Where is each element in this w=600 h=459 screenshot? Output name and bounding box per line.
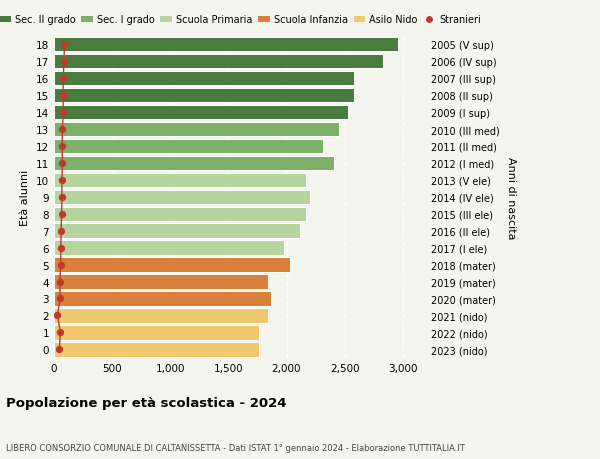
Point [55, 295, 65, 302]
Bar [54, 224, 301, 238]
Point [59, 58, 68, 66]
Bar [54, 190, 310, 205]
Point [57, 211, 67, 218]
Bar [54, 275, 268, 289]
Point [59, 75, 68, 83]
Bar [54, 140, 323, 154]
Point [55, 346, 64, 353]
Point [56, 261, 65, 269]
Bar [54, 325, 259, 340]
Point [58, 126, 67, 134]
Bar [54, 123, 339, 137]
Bar [54, 207, 306, 221]
Bar [54, 241, 284, 255]
Bar [54, 258, 290, 272]
Y-axis label: Età alunni: Età alunni [20, 169, 31, 225]
Point [55, 278, 65, 285]
Bar [54, 157, 334, 171]
Point [59, 41, 69, 49]
Text: Popolazione per età scolastica - 2024: Popolazione per età scolastica - 2024 [6, 396, 287, 409]
Bar [54, 342, 259, 357]
Point [57, 177, 67, 184]
Bar [54, 173, 306, 188]
Bar [54, 72, 354, 86]
Bar [54, 38, 398, 52]
Bar [54, 89, 354, 103]
Point [56, 329, 65, 336]
Point [57, 194, 67, 201]
Y-axis label: Anni di nascita: Anni di nascita [506, 156, 516, 239]
Point [58, 143, 67, 150]
Legend: Sec. II grado, Sec. I grado, Scuola Primaria, Scuola Infanzia, Asilo Nido, Stran: Sec. II grado, Sec. I grado, Scuola Prim… [0, 16, 481, 25]
Bar [54, 291, 271, 306]
Point [56, 245, 65, 252]
Bar [54, 55, 383, 69]
Point [59, 109, 68, 117]
Point [58, 160, 67, 167]
Bar [54, 308, 268, 323]
Text: LIBERO CONSORZIO COMUNALE DI CALTANISSETTA - Dati ISTAT 1° gennaio 2024 - Elabor: LIBERO CONSORZIO COMUNALE DI CALTANISSET… [6, 443, 465, 452]
Point [58, 92, 68, 100]
Point [53, 312, 62, 319]
Point [56, 228, 66, 235]
Bar [54, 106, 348, 120]
